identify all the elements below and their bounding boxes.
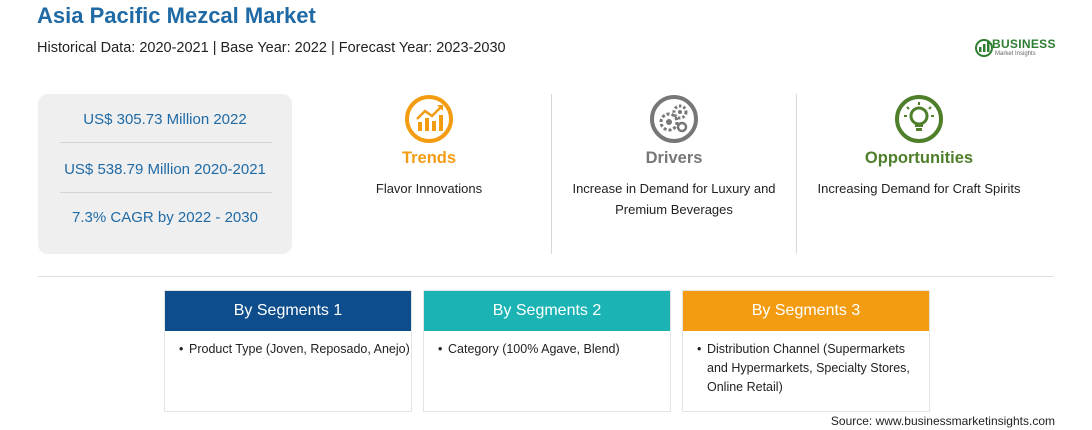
segment-3-bullet: Distribution Channel (Supermarkets and H… xyxy=(707,342,910,394)
section-divider xyxy=(38,276,1054,277)
gears-icon xyxy=(650,95,698,143)
segment-card-1: By Segments 1 • Product Type (Joven, Rep… xyxy=(164,290,412,412)
segment-3-header: By Segments 3 xyxy=(683,291,929,331)
stat-divider xyxy=(60,142,272,143)
segment-2-bullet: Category (100% Agave, Blend) xyxy=(448,342,620,356)
stat-market-size-historical: US$ 538.79 Million 2020-2021 xyxy=(64,161,266,178)
column-divider xyxy=(796,94,797,254)
list-item: • Distribution Channel (Supermarkets and… xyxy=(697,340,929,397)
list-item: • Product Type (Joven, Reposado, Anejo) xyxy=(179,340,411,359)
market-stats-panel: US$ 305.73 Million 2022 US$ 538.79 Milli… xyxy=(38,94,292,254)
segment-card-2: By Segments 2 • Category (100% Agave, Bl… xyxy=(423,290,671,412)
list-item: • Category (100% Agave, Blend) xyxy=(438,340,670,359)
logo-globe-icon xyxy=(975,39,993,57)
feature-trends-text: Flavor Innovations xyxy=(375,181,483,196)
segment-2-header: By Segments 2 xyxy=(424,291,670,331)
segment-card-3: By Segments 3 • Distribution Channel (Su… xyxy=(682,290,930,412)
feature-drivers-title: Drivers xyxy=(645,149,703,167)
stat-cagr: 7.3% CAGR by 2022 - 2030 xyxy=(72,209,258,226)
column-divider xyxy=(551,94,552,254)
feature-trends-title: Trends xyxy=(401,149,457,167)
stat-divider xyxy=(60,192,272,193)
trend-chart-icon xyxy=(405,95,453,143)
lightbulb-icon xyxy=(895,95,943,143)
stat-market-size-2022: US$ 305.73 Million 2022 xyxy=(83,111,247,128)
segment-1-bullet: Product Type (Joven, Reposado, Anejo) xyxy=(189,342,410,356)
logo-wordmark: BUSINESS xyxy=(992,37,1056,51)
brand-logo: BUSINESS Market Insights xyxy=(970,34,1066,62)
page-title: Asia Pacific Mezcal Market xyxy=(37,3,316,28)
page-subtitle: Historical Data: 2020-2021 | Base Year: … xyxy=(37,40,506,56)
segment-1-header: By Segments 1 xyxy=(165,291,411,331)
source-credit: Source: www.businessmarketinsights.com xyxy=(830,414,1055,428)
feature-drivers-text: Increase in Demand for Luxury and Premiu… xyxy=(572,181,776,217)
logo-tagline: Market Insights xyxy=(995,51,1036,57)
feature-opportunities-text: Increasing Demand for Craft Spirits xyxy=(817,181,1021,196)
feature-opportunities-title: Opportunities xyxy=(864,149,974,167)
